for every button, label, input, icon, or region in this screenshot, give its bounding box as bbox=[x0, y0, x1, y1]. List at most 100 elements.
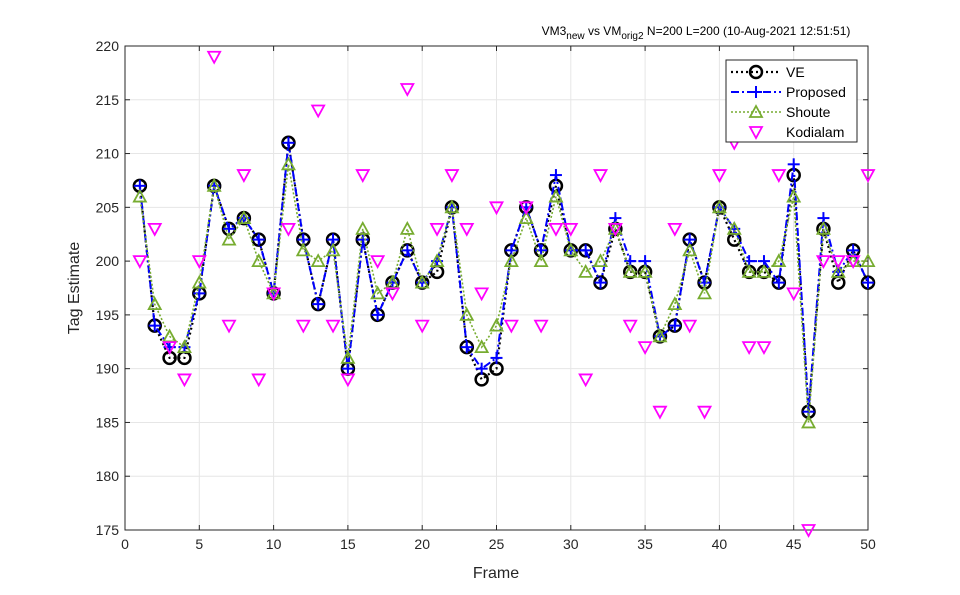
data-point-kodialam bbox=[444, 169, 460, 183]
data-point-shoute bbox=[474, 339, 490, 354]
data-point-kodialam bbox=[266, 287, 282, 302]
data-point-shoute bbox=[206, 177, 222, 192]
data-point-kodialam bbox=[355, 169, 371, 183]
y-tick-label: 175 bbox=[96, 522, 120, 538]
x-tick-label: 30 bbox=[563, 536, 579, 552]
data-point-shoute bbox=[251, 253, 267, 268]
title-main: VM3 bbox=[542, 24, 567, 38]
data-point-shoute bbox=[132, 188, 148, 203]
data-point-proposed bbox=[460, 341, 473, 354]
y-tick-label: 190 bbox=[96, 361, 120, 377]
data-point-shoute bbox=[518, 210, 534, 224]
x-tick-label: 25 bbox=[489, 536, 505, 552]
data-point-shoute bbox=[533, 253, 549, 268]
title-sub-orig2: orig2 bbox=[621, 31, 644, 42]
data-point-shoute bbox=[593, 253, 609, 268]
data-point-proposed bbox=[371, 308, 384, 321]
data-point-kodialam bbox=[563, 222, 579, 237]
data-point-kodialam bbox=[518, 201, 534, 216]
legend-item-ve: VE bbox=[731, 64, 805, 80]
data-point-proposed bbox=[193, 287, 206, 300]
data-point-proposed bbox=[668, 319, 681, 332]
data-point-shoute bbox=[860, 253, 876, 268]
data-point-shoute bbox=[667, 296, 683, 311]
data-point-kodialam bbox=[756, 341, 772, 356]
data-point-kodialam bbox=[786, 287, 802, 302]
data-point-proposed bbox=[490, 351, 503, 364]
data-point-shoute bbox=[280, 156, 296, 171]
data-point-kodialam bbox=[637, 341, 653, 356]
data-point-proposed bbox=[312, 298, 325, 311]
data-point-shoute bbox=[756, 263, 772, 278]
data-point-shoute bbox=[622, 263, 638, 278]
data-point-shoute bbox=[399, 220, 415, 235]
data-point-kodialam bbox=[295, 319, 311, 334]
data-point-shoute bbox=[711, 199, 727, 214]
y-tick-label: 210 bbox=[96, 146, 120, 162]
data-point-shoute bbox=[310, 253, 326, 268]
data-point-shoute bbox=[444, 199, 460, 214]
data-point-kodialam bbox=[607, 222, 623, 237]
data-point-kodialam bbox=[801, 524, 817, 538]
y-axis-title: Tag Estimate bbox=[66, 242, 83, 335]
data-point-kodialam bbox=[474, 287, 490, 302]
x-tick-label: 40 bbox=[712, 536, 728, 552]
data-point-kodialam bbox=[682, 319, 698, 334]
data-point-proposed bbox=[282, 136, 295, 149]
data-point-shoute bbox=[325, 242, 341, 257]
data-point-kodialam bbox=[593, 169, 609, 183]
data-point-kodialam bbox=[697, 405, 713, 420]
data-point-kodialam bbox=[429, 222, 445, 237]
legend-item-proposed: Proposed bbox=[731, 84, 846, 100]
data-point-kodialam bbox=[310, 104, 326, 119]
x-axis-title: Frame bbox=[473, 565, 519, 582]
data-point-kodialam bbox=[132, 255, 148, 269]
title-mid: vs VM bbox=[585, 24, 622, 38]
data-point-proposed bbox=[549, 169, 562, 182]
data-point-shoute bbox=[697, 285, 713, 300]
data-point-proposed bbox=[787, 158, 800, 171]
chart-title: VM3new vs VMorig2 N=200 L=200 (10-Aug-20… bbox=[542, 24, 851, 42]
y-tick-label: 185 bbox=[96, 414, 120, 430]
data-point-kodialam bbox=[370, 255, 386, 269]
data-point-shoute bbox=[563, 242, 579, 257]
data-point-shoute bbox=[176, 339, 192, 354]
y-tick-label: 205 bbox=[96, 199, 120, 215]
data-point-shoute bbox=[488, 317, 505, 332]
y-tick-label: 220 bbox=[96, 38, 120, 54]
data-point-proposed bbox=[475, 362, 488, 375]
data-point-shoute bbox=[459, 307, 475, 321]
data-point-shoute bbox=[771, 253, 787, 268]
data-point-proposed bbox=[341, 362, 354, 375]
y-tick-label: 180 bbox=[96, 468, 120, 484]
data-point-shoute bbox=[741, 263, 757, 278]
legend-item-kodialam: Kodialam bbox=[748, 124, 844, 140]
data-point-kodialam bbox=[503, 319, 519, 334]
x-tick-label: 0 bbox=[121, 536, 129, 552]
data-point-proposed bbox=[862, 276, 874, 289]
data-point-kodialam bbox=[815, 255, 831, 269]
legend-box bbox=[725, 59, 858, 143]
data-point-kodialam bbox=[459, 222, 475, 237]
data-point-shoute bbox=[801, 414, 817, 429]
series-kodialam bbox=[132, 50, 876, 538]
data-point-kodialam bbox=[652, 405, 668, 420]
legend-label-ve: VE bbox=[786, 64, 805, 80]
data-point-kodialam bbox=[280, 222, 296, 237]
data-point-kodialam bbox=[340, 373, 356, 388]
y-tick-label: 195 bbox=[96, 307, 120, 323]
data-point-shoute bbox=[295, 242, 311, 257]
data-point-shoute bbox=[236, 210, 252, 224]
data-point-kodialam bbox=[548, 222, 564, 237]
data-point-kodialam bbox=[221, 319, 237, 334]
data-point-proposed bbox=[356, 233, 369, 246]
legend-marker-kodialam bbox=[748, 126, 764, 140]
title-sub-new: new bbox=[566, 31, 585, 42]
data-point-kodialam bbox=[162, 341, 178, 356]
data-point-kodialam bbox=[251, 373, 267, 388]
series-line-proposed bbox=[138, 142, 869, 412]
x-tick-label: 15 bbox=[340, 536, 356, 552]
data-point-kodialam bbox=[771, 169, 787, 183]
data-point-kodialam bbox=[741, 341, 757, 356]
